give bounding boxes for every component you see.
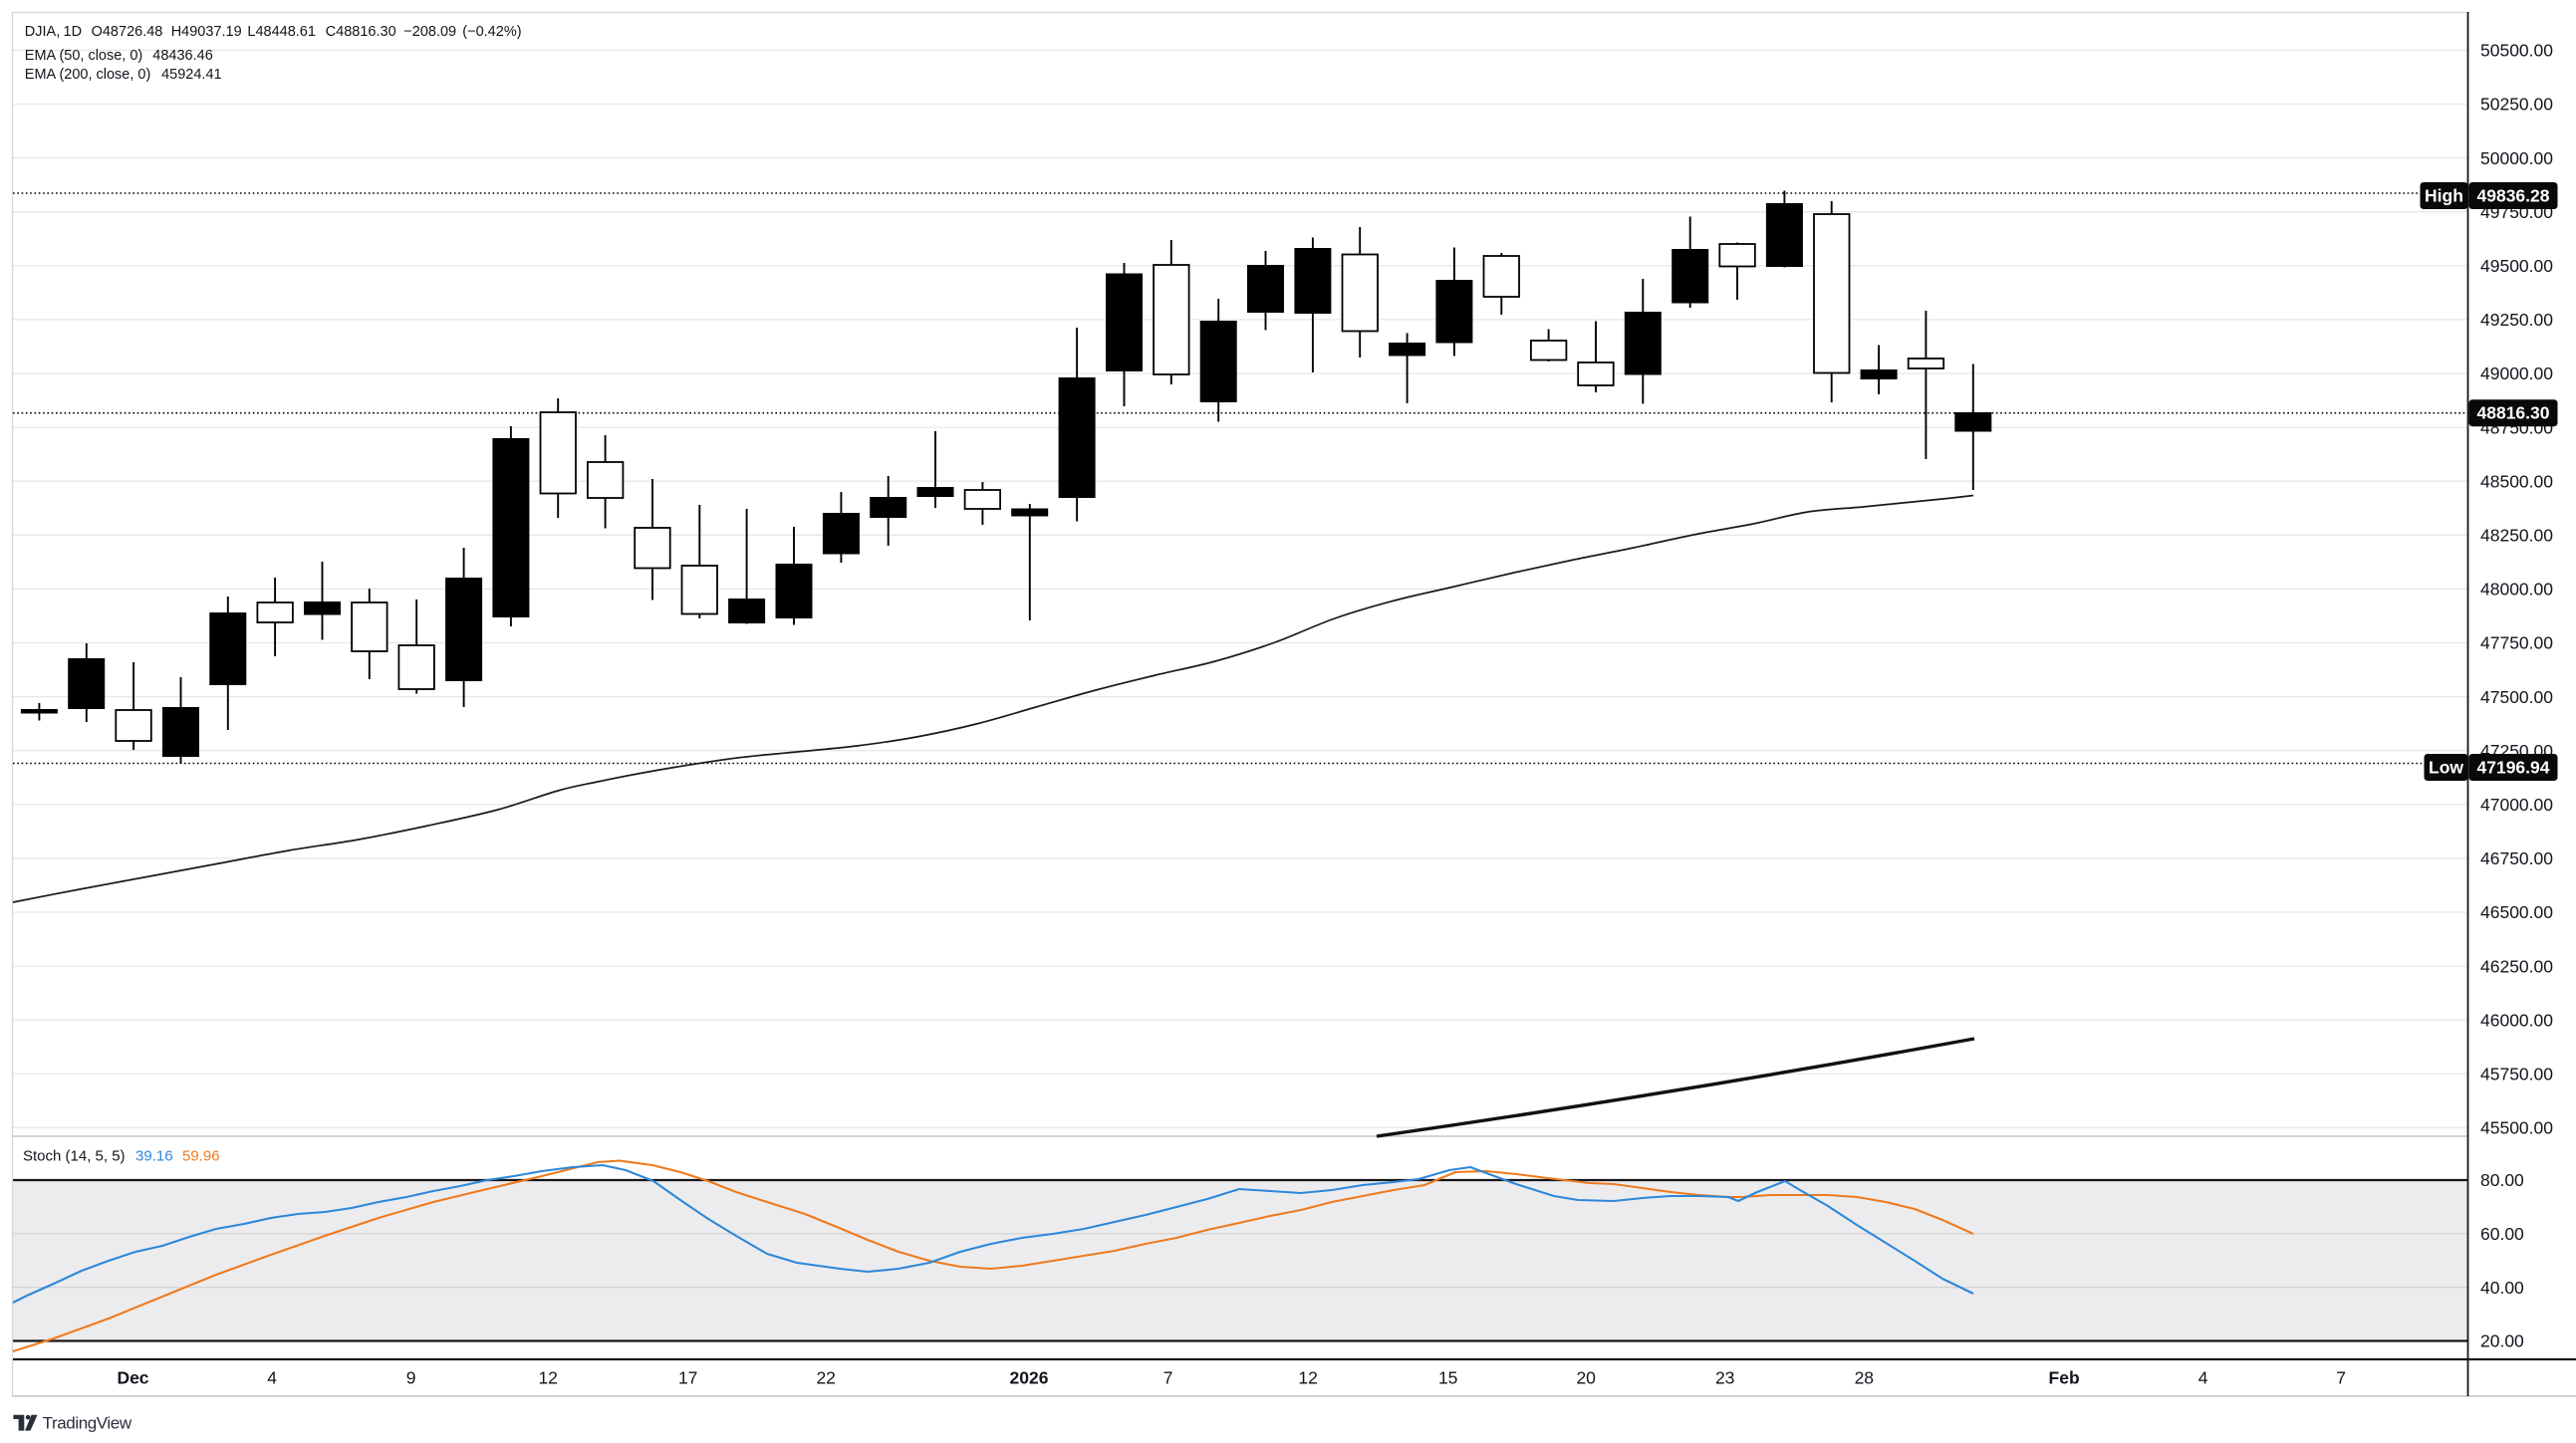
svg-text:40.00: 40.00 xyxy=(2480,1278,2524,1298)
svg-text:Feb: Feb xyxy=(2049,1368,2080,1388)
svg-text:Stoch (14, 5, 5): Stoch (14, 5, 5) xyxy=(23,1148,126,1165)
svg-text:47500.00: 47500.00 xyxy=(2480,687,2553,707)
svg-text:2026: 2026 xyxy=(1010,1368,1049,1388)
svg-text:−208.09: −208.09 xyxy=(403,24,456,40)
svg-text:49500.00: 49500.00 xyxy=(2480,256,2553,276)
svg-text:50000.00: 50000.00 xyxy=(2480,148,2553,168)
svg-text:DJIA,: DJIA, xyxy=(25,24,60,40)
svg-text:TradingView: TradingView xyxy=(43,1414,132,1433)
svg-text:12: 12 xyxy=(1298,1368,1317,1388)
svg-text:9: 9 xyxy=(406,1368,416,1388)
svg-text:45500.00: 45500.00 xyxy=(2480,1118,2553,1138)
svg-text:46500.00: 46500.00 xyxy=(2480,902,2553,922)
svg-text:46250.00: 46250.00 xyxy=(2480,956,2553,976)
svg-text:59.96: 59.96 xyxy=(182,1148,220,1165)
svg-text:23: 23 xyxy=(1715,1368,1734,1388)
svg-text:60.00: 60.00 xyxy=(2480,1224,2524,1244)
svg-text:17: 17 xyxy=(678,1368,697,1388)
svg-text:EMA (200, close, 0): EMA (200, close, 0) xyxy=(25,67,151,83)
svg-text:12: 12 xyxy=(538,1368,557,1388)
svg-text:20.00: 20.00 xyxy=(2480,1331,2524,1351)
svg-text:15: 15 xyxy=(1438,1368,1457,1388)
svg-text:48000.00: 48000.00 xyxy=(2480,580,2553,600)
svg-text:80.00: 80.00 xyxy=(2480,1170,2524,1190)
svg-text:48500.00: 48500.00 xyxy=(2480,471,2553,491)
svg-text:45750.00: 45750.00 xyxy=(2480,1065,2553,1084)
svg-text:H49037.19: H49037.19 xyxy=(171,24,242,40)
svg-text:EMA (50, close, 0): EMA (50, close, 0) xyxy=(25,48,142,64)
svg-text:47196.94: 47196.94 xyxy=(2477,758,2550,778)
svg-text:48436.46: 48436.46 xyxy=(152,48,212,64)
svg-text:7: 7 xyxy=(2336,1368,2346,1388)
svg-text:O48726.48: O48726.48 xyxy=(92,24,163,40)
svg-text:46000.00: 46000.00 xyxy=(2480,1010,2553,1030)
svg-text:49000.00: 49000.00 xyxy=(2480,363,2553,383)
svg-text:(−0.42%): (−0.42%) xyxy=(462,24,521,40)
svg-text:49250.00: 49250.00 xyxy=(2480,310,2553,330)
svg-text:46750.00: 46750.00 xyxy=(2480,848,2553,868)
svg-text:Low: Low xyxy=(2429,758,2463,778)
svg-text:4: 4 xyxy=(267,1368,277,1388)
svg-text:49836.28: 49836.28 xyxy=(2477,186,2550,206)
svg-text:50500.00: 50500.00 xyxy=(2480,41,2553,61)
svg-text:50250.00: 50250.00 xyxy=(2480,95,2553,115)
svg-text:48816.30: 48816.30 xyxy=(2477,403,2550,423)
svg-text:L48448.61: L48448.61 xyxy=(247,24,316,40)
svg-text:High: High xyxy=(2425,186,2463,206)
svg-text:48250.00: 48250.00 xyxy=(2480,526,2553,546)
svg-text:47750.00: 47750.00 xyxy=(2480,633,2553,653)
svg-text:1D: 1D xyxy=(64,24,83,40)
svg-text:4: 4 xyxy=(2198,1368,2208,1388)
svg-text:C48816.30: C48816.30 xyxy=(326,24,396,40)
svg-text:7: 7 xyxy=(1163,1368,1173,1388)
svg-text:20: 20 xyxy=(1576,1368,1596,1388)
svg-text:47000.00: 47000.00 xyxy=(2480,795,2553,815)
svg-text:39.16: 39.16 xyxy=(135,1148,173,1165)
svg-text:22: 22 xyxy=(816,1368,835,1388)
svg-text:28: 28 xyxy=(1855,1368,1874,1388)
svg-text:Dec: Dec xyxy=(117,1368,148,1388)
svg-text:45924.41: 45924.41 xyxy=(161,67,221,83)
